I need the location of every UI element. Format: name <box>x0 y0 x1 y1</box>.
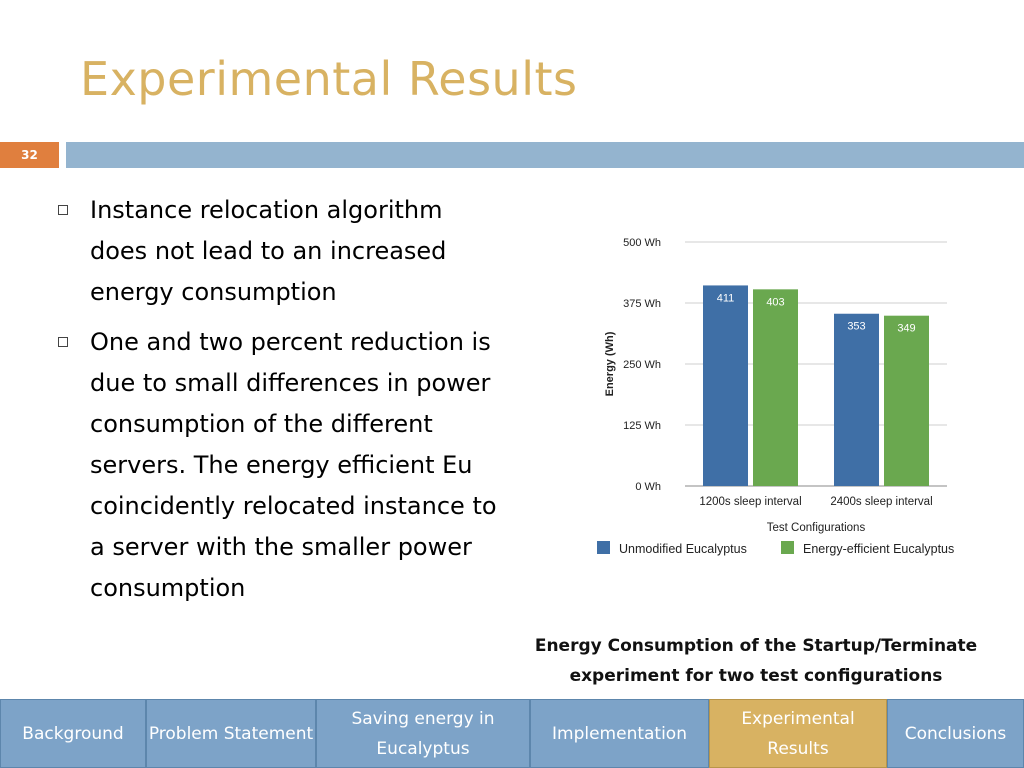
bar-value-label: 353 <box>847 321 865 333</box>
nav-conclusions[interactable]: Conclusions <box>887 699 1024 768</box>
energy-bar-chart: 0 Wh 125 Wh 250 Wh 375 Wh 500 Wh Energy (Wh) 4… <box>597 237 954 556</box>
legend-swatch <box>597 541 610 554</box>
slide-number: 32 <box>0 142 59 168</box>
title-bar <box>66 142 1024 168</box>
square-bullet-icon <box>58 205 68 215</box>
legend-label: Unmodified Eucalyptus <box>619 542 747 556</box>
bar <box>834 313 879 486</box>
slide-title: Experimental Results <box>80 52 578 106</box>
nav-saving-energy[interactable]: Saving energy in Eucalyptus <box>316 699 530 768</box>
legend-label: Energy-efficient Eucalyptus <box>803 542 954 556</box>
bullet-item: Instance relocation algorithm does not l… <box>56 190 501 313</box>
nav-implementation[interactable]: Implementation <box>530 699 709 768</box>
bullet-list: Instance relocation algorithm does not l… <box>56 190 501 618</box>
x-axis-title: Test Configurations <box>767 522 866 534</box>
square-bullet-icon <box>58 337 68 347</box>
section-nav: Background Problem Statement Saving ener… <box>0 699 1024 768</box>
bar-value-label: 349 <box>897 323 915 335</box>
nav-background[interactable]: Background <box>0 699 146 768</box>
chart-caption: Energy Consumption of the Startup/Termin… <box>534 636 978 686</box>
bar-value-label: 403 <box>766 296 784 308</box>
bar <box>703 285 748 486</box>
y-tick-label: 500 Wh <box>623 237 661 249</box>
y-tick-label: 125 Wh <box>623 420 661 432</box>
x-tick-label: 1200s sleep interval <box>699 496 801 508</box>
nav-problem-statement[interactable]: Problem Statement <box>146 699 316 768</box>
legend-swatch <box>781 541 794 554</box>
nav-experimental-results[interactable]: Experimental Results <box>709 699 887 768</box>
bullet-item: One and two percent reduction is due to … <box>56 322 501 609</box>
bullet-text: One and two percent reduction is due to … <box>90 328 497 602</box>
y-tick-label: 0 Wh <box>635 481 661 493</box>
bar <box>753 289 798 486</box>
y-axis-title: Energy (Wh) <box>604 331 616 396</box>
y-tick-label: 375 Wh <box>623 298 661 310</box>
bar-value-label: 411 <box>717 292 735 304</box>
x-tick-label: 2400s sleep interval <box>830 496 932 508</box>
bar <box>884 315 929 486</box>
y-tick-label: 250 Wh <box>623 359 661 371</box>
bullet-text: Instance relocation algorithm does not l… <box>90 196 447 306</box>
